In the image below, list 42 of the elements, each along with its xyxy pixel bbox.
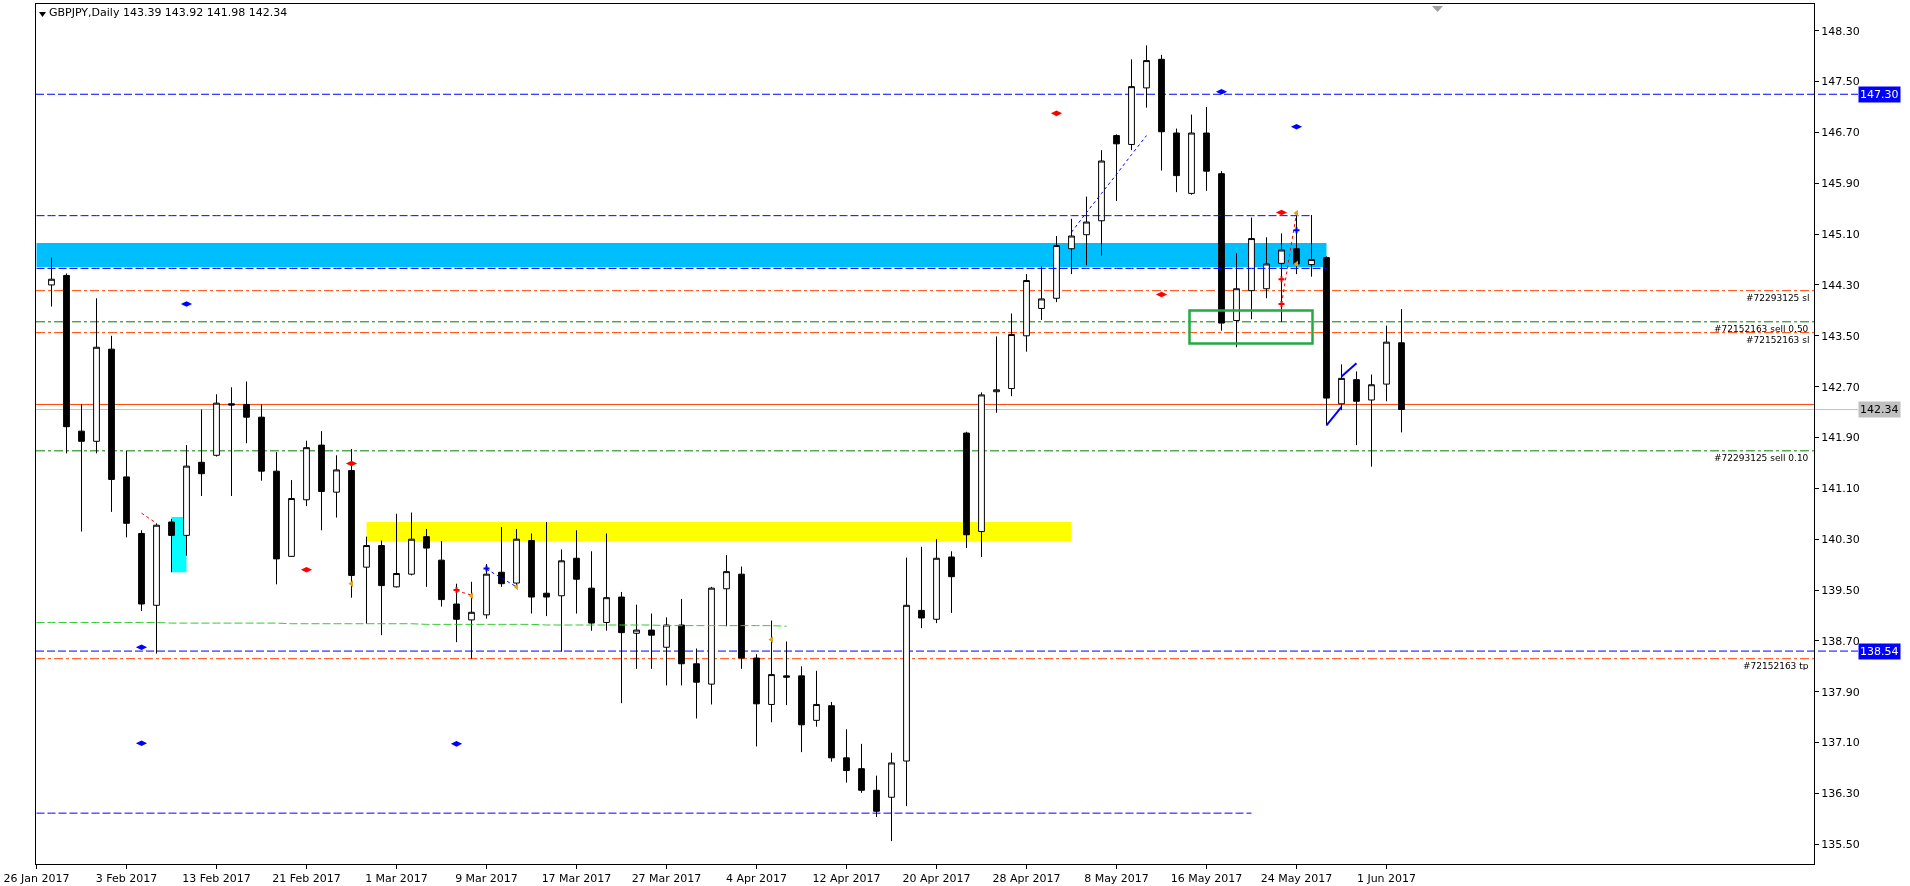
y-tick-label: 145.10 bbox=[1821, 227, 1860, 241]
y-tick-label: 144.30 bbox=[1821, 278, 1860, 292]
y-tick-label: 137.90 bbox=[1821, 685, 1860, 699]
y-tick-label: 135.50 bbox=[1821, 838, 1860, 852]
y-tick-label: 147.50 bbox=[1821, 75, 1860, 89]
x-tick-label: 27 Mar 2017 bbox=[631, 872, 702, 886]
y-tick-label: 141.10 bbox=[1821, 482, 1860, 496]
y-tick-label: 145.90 bbox=[1821, 177, 1860, 191]
x-tick-label: 9 Mar 2017 bbox=[455, 872, 518, 886]
x-tick-label: 26 Jan 2017 bbox=[3, 872, 70, 886]
y-tick-label: 148.30 bbox=[1821, 24, 1860, 38]
y-tick-label: 137.10 bbox=[1821, 736, 1860, 750]
x-tick-label: 16 May 2017 bbox=[1170, 872, 1243, 886]
y-tick-label: 143.50 bbox=[1821, 329, 1860, 343]
x-tick-label: 4 Apr 2017 bbox=[725, 872, 788, 886]
x-tick-label: 24 May 2017 bbox=[1260, 872, 1333, 886]
x-tick-label: 3 Feb 2017 bbox=[95, 872, 158, 886]
x-tick-label: 12 Apr 2017 bbox=[812, 872, 881, 886]
x-tick-label: 1 Jun 2017 bbox=[1356, 872, 1417, 886]
y-tick-label: 142.70 bbox=[1821, 380, 1860, 394]
x-tick-label: 21 Feb 2017 bbox=[272, 872, 341, 886]
ref-line-label: #72152163 tp bbox=[1743, 660, 1809, 671]
ref-line-label: #72293125 sell 0.10 bbox=[1714, 452, 1809, 463]
ref-line-label: 147.30 bbox=[1860, 88, 1899, 101]
ref-line-label: #72152163 sell 0.50 bbox=[1714, 323, 1809, 334]
x-tick-label: 20 Apr 2017 bbox=[902, 872, 971, 886]
y-tick-label: 139.50 bbox=[1821, 583, 1860, 597]
y-tick-label: 136.30 bbox=[1821, 787, 1860, 801]
x-tick-label: 17 Mar 2017 bbox=[541, 872, 612, 886]
x-tick-label: 8 May 2017 bbox=[1084, 872, 1149, 886]
ref-line-label: 142.34 bbox=[1860, 403, 1899, 416]
y-tick-label: 141.90 bbox=[1821, 431, 1860, 445]
x-tick-label: 1 Mar 2017 bbox=[365, 872, 428, 886]
chart-title: GBPJPY,Daily 143.39 143.92 141.98 142.34 bbox=[49, 5, 288, 19]
x-tick-label: 13 Feb 2017 bbox=[182, 872, 251, 886]
x-tick-label: 28 Apr 2017 bbox=[992, 872, 1061, 886]
y-tick-label: 146.70 bbox=[1821, 126, 1860, 140]
y-tick-label: 140.30 bbox=[1821, 533, 1860, 547]
ref-line-label: 138.54 bbox=[1860, 645, 1899, 658]
y-tick-label: 138.70 bbox=[1821, 634, 1860, 648]
ref-line-label: #72293125 sl bbox=[1746, 292, 1810, 303]
ref-line-label: #72152163 sl bbox=[1746, 334, 1810, 345]
